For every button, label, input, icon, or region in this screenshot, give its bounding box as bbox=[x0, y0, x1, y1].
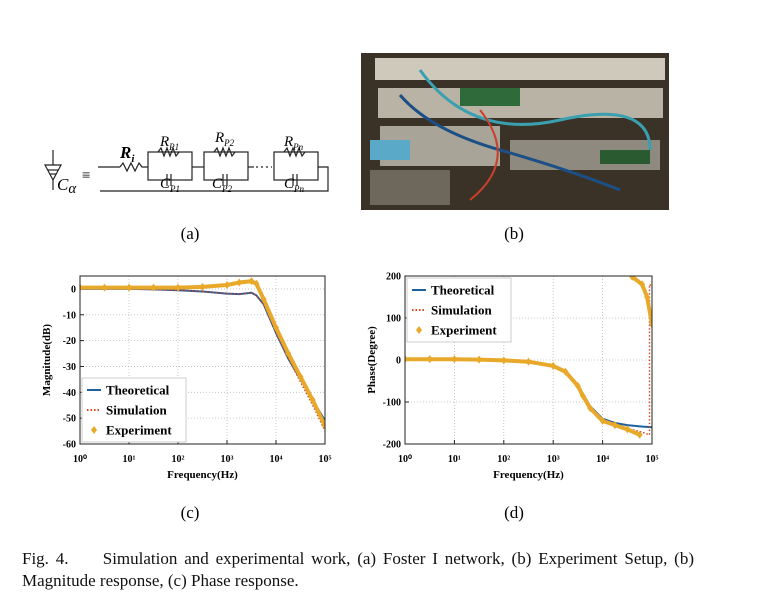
data-marker bbox=[550, 361, 557, 370]
data-marker bbox=[451, 355, 458, 364]
legend-box bbox=[406, 277, 512, 343]
circuit-label: RPn bbox=[283, 134, 304, 152]
data-marker bbox=[525, 357, 532, 366]
y-tick-label: -200 bbox=[383, 440, 401, 451]
data-marker bbox=[644, 293, 651, 301]
data-marker bbox=[248, 277, 255, 286]
data-marker bbox=[611, 421, 618, 430]
x-tick-label: 10¹ bbox=[448, 454, 461, 465]
legend-label: Experiment bbox=[431, 323, 497, 338]
circuit-label: Cα bbox=[57, 175, 77, 197]
data-marker bbox=[587, 404, 594, 413]
data-marker bbox=[260, 295, 267, 304]
axes-frame bbox=[79, 275, 326, 445]
x-tick-label: 10⁵ bbox=[646, 454, 659, 465]
y-tick-label: 200 bbox=[386, 272, 401, 283]
data-marker bbox=[636, 430, 643, 439]
data-marker bbox=[273, 323, 279, 332]
series-group bbox=[405, 276, 652, 439]
y-tick-label: 100 bbox=[386, 314, 401, 325]
y-tick-label: -40 bbox=[63, 388, 76, 399]
axes-frame bbox=[404, 275, 653, 445]
data-marker bbox=[624, 425, 631, 434]
legend-label: Experiment bbox=[106, 423, 172, 438]
data-marker bbox=[574, 382, 581, 391]
circuit-label: Ri bbox=[119, 143, 135, 165]
data-marker bbox=[285, 349, 292, 358]
panel-label: (a) bbox=[181, 224, 200, 243]
series-line bbox=[80, 279, 325, 427]
legend-label: Theoretical bbox=[106, 383, 170, 398]
legend-box bbox=[81, 377, 187, 443]
data-marker bbox=[199, 282, 206, 291]
circuit-label: CP1 bbox=[160, 176, 180, 194]
x-axis-label: Frequency(Hz) bbox=[493, 469, 564, 481]
data-marker bbox=[80, 283, 83, 292]
data-marker bbox=[309, 396, 316, 405]
y-tick-label: -50 bbox=[63, 414, 76, 425]
data-marker bbox=[224, 281, 230, 290]
data-marker bbox=[253, 279, 260, 288]
legend-label: Theoretical bbox=[431, 283, 495, 298]
panel-label: (d) bbox=[504, 503, 524, 522]
x-tick-label: 10³ bbox=[547, 454, 560, 465]
data-marker bbox=[405, 355, 408, 364]
panel-label: (b) bbox=[504, 224, 524, 243]
data-marker bbox=[476, 355, 483, 364]
y-tick-label: -60 bbox=[63, 440, 76, 451]
y-tick-label: -100 bbox=[383, 398, 401, 409]
data-marker bbox=[175, 283, 181, 292]
x-axis-label: Frequency(Hz) bbox=[167, 469, 238, 481]
y-axis-label: Phase(Degree) bbox=[366, 326, 378, 394]
data-marker bbox=[236, 278, 243, 287]
circuit-label: RP2 bbox=[214, 130, 235, 148]
series-group bbox=[80, 277, 325, 432]
y-tick-label: -30 bbox=[63, 362, 76, 373]
circuit-label: RP1 bbox=[159, 134, 179, 152]
data-marker bbox=[322, 421, 325, 430]
x-tick-label: 10⁴ bbox=[270, 454, 283, 465]
x-tick-label: 10⁰ bbox=[73, 454, 87, 465]
legend-label: Simulation bbox=[431, 303, 492, 318]
y-axis-label: Magnitude(dB) bbox=[41, 324, 53, 396]
circuit-label: CP2 bbox=[212, 176, 233, 194]
data-marker bbox=[629, 276, 636, 281]
equiv-sign: ≡ bbox=[82, 168, 90, 184]
circuit bbox=[44, 146, 329, 192]
data-marker bbox=[500, 356, 507, 365]
x-tick-label: 10¹ bbox=[123, 454, 136, 465]
caption: Fig. 4. Simulation and experimental work… bbox=[22, 548, 694, 592]
data-marker bbox=[426, 355, 433, 364]
y-tick-label: -20 bbox=[63, 336, 76, 347]
data-marker bbox=[649, 320, 652, 329]
y-tick-label: -10 bbox=[63, 310, 76, 321]
legend-symbol bbox=[416, 326, 422, 334]
x-tick-label: 10⁵ bbox=[319, 454, 332, 465]
photo bbox=[361, 53, 669, 210]
figure-graphics: Ri RP1 CP1 RP2 CP2 RPn CPn Cα ≡ (a) (b) … bbox=[41, 53, 669, 522]
data-marker bbox=[579, 391, 586, 400]
x-tick-label: 10⁴ bbox=[596, 454, 609, 465]
y-tick-label: 0 bbox=[396, 356, 401, 367]
legend-label: Simulation bbox=[106, 403, 167, 418]
x-tick-label: 10⁰ bbox=[398, 454, 412, 465]
x-tick-label: 10² bbox=[172, 454, 185, 465]
data-marker bbox=[126, 283, 132, 292]
legend-symbol bbox=[91, 426, 97, 434]
x-tick-label: 10² bbox=[497, 454, 510, 465]
circuit-label: CPn bbox=[284, 176, 305, 194]
series-line bbox=[80, 288, 325, 432]
panel-label: (c) bbox=[181, 503, 200, 522]
x-tick-label: 10³ bbox=[221, 454, 234, 465]
data-marker bbox=[599, 416, 606, 425]
caption-text: Simulation and experimental work, (a) Fo… bbox=[22, 549, 695, 590]
data-marker bbox=[562, 367, 569, 376]
y-tick-label: 0 bbox=[71, 284, 76, 295]
caption-number: Fig. 4. bbox=[22, 549, 69, 568]
data-marker bbox=[297, 372, 304, 381]
data-marker bbox=[639, 280, 646, 289]
data-marker bbox=[101, 283, 108, 292]
data-marker bbox=[150, 283, 157, 292]
